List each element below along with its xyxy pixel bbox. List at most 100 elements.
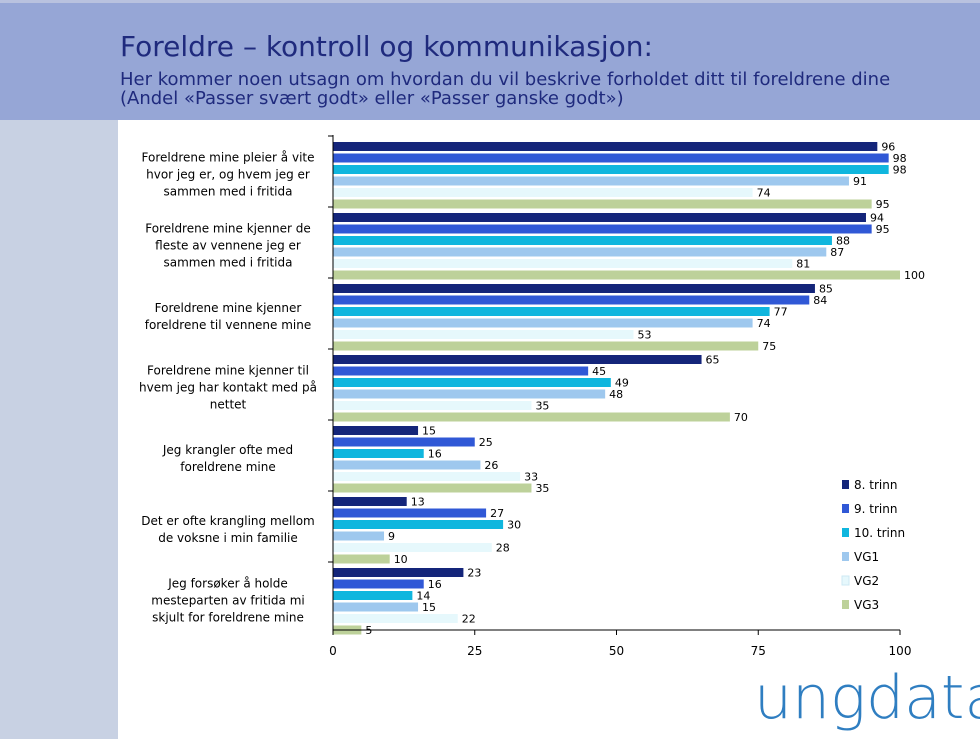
legend-label: 9. trinn: [854, 502, 897, 516]
bar-vg1: [333, 318, 753, 328]
category-label: Foreldrene mine kjenner de: [145, 222, 311, 236]
data-label: 49: [615, 377, 629, 390]
data-label: 74: [757, 317, 771, 330]
bar-vg2: [333, 543, 492, 552]
bar-vg2: [333, 614, 458, 623]
bar-vg1: [333, 460, 481, 470]
data-label: 45: [592, 365, 606, 378]
data-label: 22: [462, 613, 476, 626]
bar-vg3: [333, 412, 730, 422]
data-label: 14: [416, 590, 430, 603]
category-label: mesteparten av fritida mi: [151, 594, 304, 608]
category-label: Det er ofte krangling mellom: [141, 514, 314, 528]
value-labels: 9698989174959495888781100858477745375654…: [365, 141, 925, 638]
data-label: 100: [904, 269, 925, 282]
bar-10-trinn: [333, 591, 413, 600]
category-label: hvor jeg er, og hvem jeg er: [146, 168, 310, 182]
category-labels: Foreldrene mine pleier å vite hvor jeg er…: [139, 151, 317, 625]
bar-vg3: [333, 483, 532, 493]
data-label: 10: [394, 553, 408, 566]
data-label: 33: [524, 471, 538, 484]
category-label: sammen med i fritida: [164, 256, 293, 270]
bar-10-trinn: [333, 378, 611, 387]
bar-8-trinn: [333, 284, 815, 293]
sidebar-band: [0, 120, 118, 739]
category-label: hvem jeg har kontakt med på: [139, 381, 317, 395]
data-label: 26: [484, 459, 498, 472]
bar-vg3: [333, 554, 390, 564]
legend-swatch: [842, 552, 849, 561]
bar-10-trinn: [333, 520, 504, 529]
data-label: 81: [796, 258, 810, 271]
bar-vg2: [333, 259, 793, 268]
bar-10-trinn: [333, 307, 770, 316]
x-tick-label: 0: [329, 644, 337, 658]
legend-swatch: [842, 480, 849, 489]
bar-9-trinn: [333, 366, 589, 376]
bar-8-trinn: [333, 355, 702, 364]
legend-swatch: [842, 528, 849, 537]
bar-vg3: [333, 270, 900, 280]
bar-9-trinn: [333, 437, 475, 447]
ungdata-logo: ungdata: [754, 663, 980, 733]
bar-vg1: [333, 176, 849, 186]
data-label: 70: [734, 411, 748, 424]
legend-swatch: [842, 504, 849, 513]
category-label: foreldrene mine: [180, 460, 275, 474]
bar-10-trinn: [333, 236, 832, 245]
slide-subtitle: Her kommer noen utsagn om hvordan du vil…: [120, 69, 891, 109]
category-label: fleste av vennene jeg er: [155, 239, 301, 253]
data-label: 13: [411, 496, 425, 509]
data-label: 48: [609, 388, 623, 401]
data-label: 84: [813, 294, 827, 307]
legend-label: VG1: [854, 550, 879, 564]
axes: 0 25 50 75 100: [328, 135, 911, 658]
bar-10-trinn: [333, 449, 424, 458]
bar-vg1: [333, 389, 606, 399]
data-label: 77: [774, 306, 788, 319]
bars: [333, 142, 900, 635]
data-label: 94: [870, 212, 884, 225]
bar-vg1: [333, 602, 419, 612]
bar-vg3: [333, 199, 872, 209]
data-label: 35: [535, 482, 549, 495]
bar-9-trinn: [333, 224, 872, 234]
x-tick-label: 100: [889, 644, 912, 658]
legend-swatch: [841, 575, 850, 586]
category-label: skjult for foreldrene mine: [152, 611, 304, 625]
bar-9-trinn: [333, 295, 810, 305]
bar-vg2: [333, 472, 521, 481]
data-label: 15: [422, 425, 436, 438]
slide-title: Foreldre – kontroll og kommunikasjon:: [120, 30, 653, 63]
legend-label: 8. trinn: [854, 478, 897, 492]
bar-10-trinn: [333, 165, 889, 174]
bar-9-trinn: [333, 153, 889, 163]
data-label: 91: [853, 175, 867, 188]
category-label: Foreldrene mine kjenner til: [147, 364, 309, 378]
bar-8-trinn: [333, 426, 419, 435]
data-label: 65: [706, 354, 720, 367]
bar-vg2: [333, 330, 634, 339]
header-band: [0, 0, 980, 120]
category-label: de voksne i min familie: [158, 531, 298, 545]
category-label: sammen med i fritida: [164, 185, 293, 199]
legend-label: 10. trinn: [854, 526, 905, 540]
data-label: 28: [496, 542, 510, 555]
x-tick-label: 25: [467, 644, 482, 658]
bar-8-trinn: [333, 213, 866, 222]
data-label: 16: [428, 448, 442, 461]
data-label: 16: [428, 578, 442, 591]
bar-vg1: [333, 247, 827, 257]
category-label: nettet: [210, 398, 247, 412]
x-tick-label: 75: [751, 644, 766, 658]
category-label: foreldrene til vennene mine: [145, 318, 312, 332]
bar-vg2: [333, 188, 753, 197]
data-label: 15: [422, 601, 436, 614]
data-label: 30: [507, 519, 521, 532]
data-label: 98: [893, 152, 907, 165]
category-label: Foreldrene mine pleier å vite: [142, 151, 315, 165]
bar-vg1: [333, 531, 385, 541]
data-label: 75: [762, 340, 776, 353]
category-label: Jeg krangler ofte med: [162, 443, 293, 457]
data-label: 35: [535, 400, 549, 413]
